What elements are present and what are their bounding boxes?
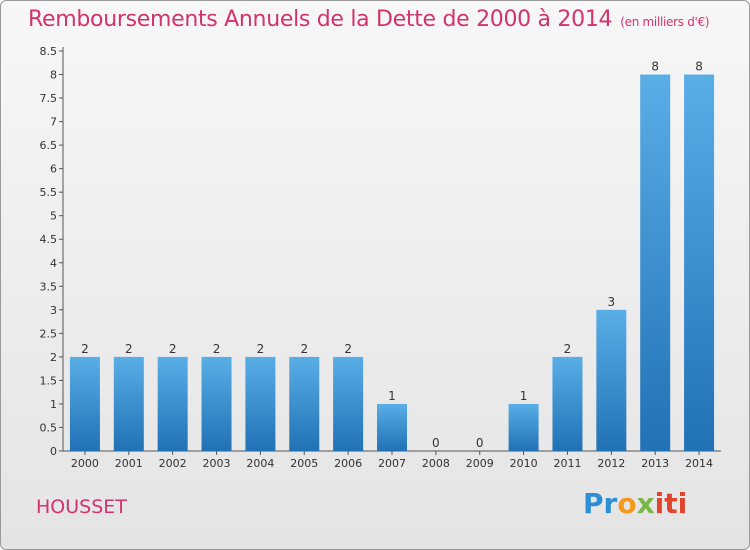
- data-label: 2: [257, 342, 265, 356]
- x-tick-label: 2001: [115, 457, 143, 470]
- x-tick-label: 2013: [641, 457, 669, 470]
- y-tick-label: 1.5: [40, 374, 58, 387]
- y-tick-label: 3: [50, 304, 57, 317]
- bar: [684, 74, 715, 451]
- y-tick-label: 3.5: [40, 280, 58, 293]
- x-tick-label: 2003: [203, 457, 231, 470]
- y-tick-label: 2.5: [40, 327, 58, 340]
- bar: [377, 403, 407, 451]
- x-tick-label: 2012: [597, 457, 625, 470]
- x-tick-label: 2002: [159, 457, 187, 470]
- bar: [69, 356, 100, 451]
- y-tick-label: 5: [50, 210, 57, 223]
- y-tick-label: 1: [50, 398, 57, 411]
- bar: [157, 356, 188, 451]
- y-axis: 0 0.5 1 1.5 2 2.5 3 3.5 4 4.5 5 5.5 6 6.5 7 7.5 8 8.5: [40, 45, 64, 458]
- bar: [113, 356, 144, 451]
- y-tick-label: 2: [50, 351, 57, 364]
- y-tick-label: 8.5: [40, 45, 58, 58]
- city-name: HOUSSET: [36, 496, 127, 518]
- y-tick-label: 0: [50, 445, 57, 458]
- bars: [69, 74, 715, 451]
- logo-part-3: x: [636, 487, 655, 520]
- y-tick-label: 5.5: [40, 186, 58, 199]
- x-tick-label: 2004: [246, 457, 274, 470]
- data-label: 2: [213, 342, 221, 356]
- data-label: 1: [520, 389, 528, 403]
- y-tick-label: 0.5: [40, 421, 58, 434]
- bar: [596, 309, 627, 451]
- data-label: 2: [81, 342, 89, 356]
- logo-part-2: o: [617, 487, 637, 520]
- y-tick-label: 7: [50, 116, 57, 129]
- data-label: 2: [564, 342, 572, 356]
- data-label: 0: [432, 436, 440, 450]
- bar: [289, 356, 320, 451]
- y-tick-label: 8: [50, 69, 57, 82]
- data-label: 8: [695, 60, 703, 74]
- data-label: 2: [300, 342, 308, 356]
- y-tick-label: 7.5: [40, 92, 58, 105]
- x-tick-label: 2006: [334, 457, 362, 470]
- chart-title: Remboursements Annuels de la Dette de 20…: [28, 7, 710, 32]
- bar: [201, 356, 232, 451]
- x-axis: 2000 2001 2002 2003 2004 2005 2006 2007 2008 2009…: [63, 450, 721, 470]
- x-tick-label: 2000: [71, 457, 99, 470]
- data-label: 2: [125, 342, 133, 356]
- data-labels: 2 2 2 2 2 2 2 1 0 0 1 2 3 8 8: [81, 60, 703, 450]
- data-label: 0: [476, 436, 484, 450]
- x-tick-label: 2005: [290, 457, 318, 470]
- y-tick-label: 6.5: [40, 139, 58, 152]
- proxiti-logo[interactable]: Proxiti: [583, 487, 687, 520]
- bar: [640, 74, 671, 451]
- bar: [333, 356, 364, 451]
- x-tick-label: 2010: [510, 457, 538, 470]
- x-tick-label: 2007: [378, 457, 406, 470]
- y-tick-label: 4: [50, 257, 57, 270]
- logo-part-4: iti: [654, 487, 688, 520]
- bar: [552, 356, 583, 451]
- x-tick-label: 2008: [422, 457, 450, 470]
- y-tick-label: 6: [50, 163, 57, 176]
- title-text: Remboursements Annuels de la Dette de 20…: [28, 7, 613, 32]
- unit-note: (en milliers d'€): [620, 15, 710, 29]
- data-label: 2: [169, 342, 177, 356]
- x-tick-label: 2009: [466, 457, 494, 470]
- logo-part-1: Pr: [583, 487, 618, 520]
- y-tick-label: 4.5: [40, 233, 58, 246]
- bar: [508, 403, 539, 451]
- data-label: 8: [651, 60, 659, 74]
- x-tick-label: 2014: [685, 457, 713, 470]
- bar: [245, 356, 276, 451]
- data-label: 1: [388, 389, 396, 403]
- x-tick-label: 2011: [553, 457, 581, 470]
- data-label: 2: [344, 342, 352, 356]
- data-label: 3: [608, 295, 616, 309]
